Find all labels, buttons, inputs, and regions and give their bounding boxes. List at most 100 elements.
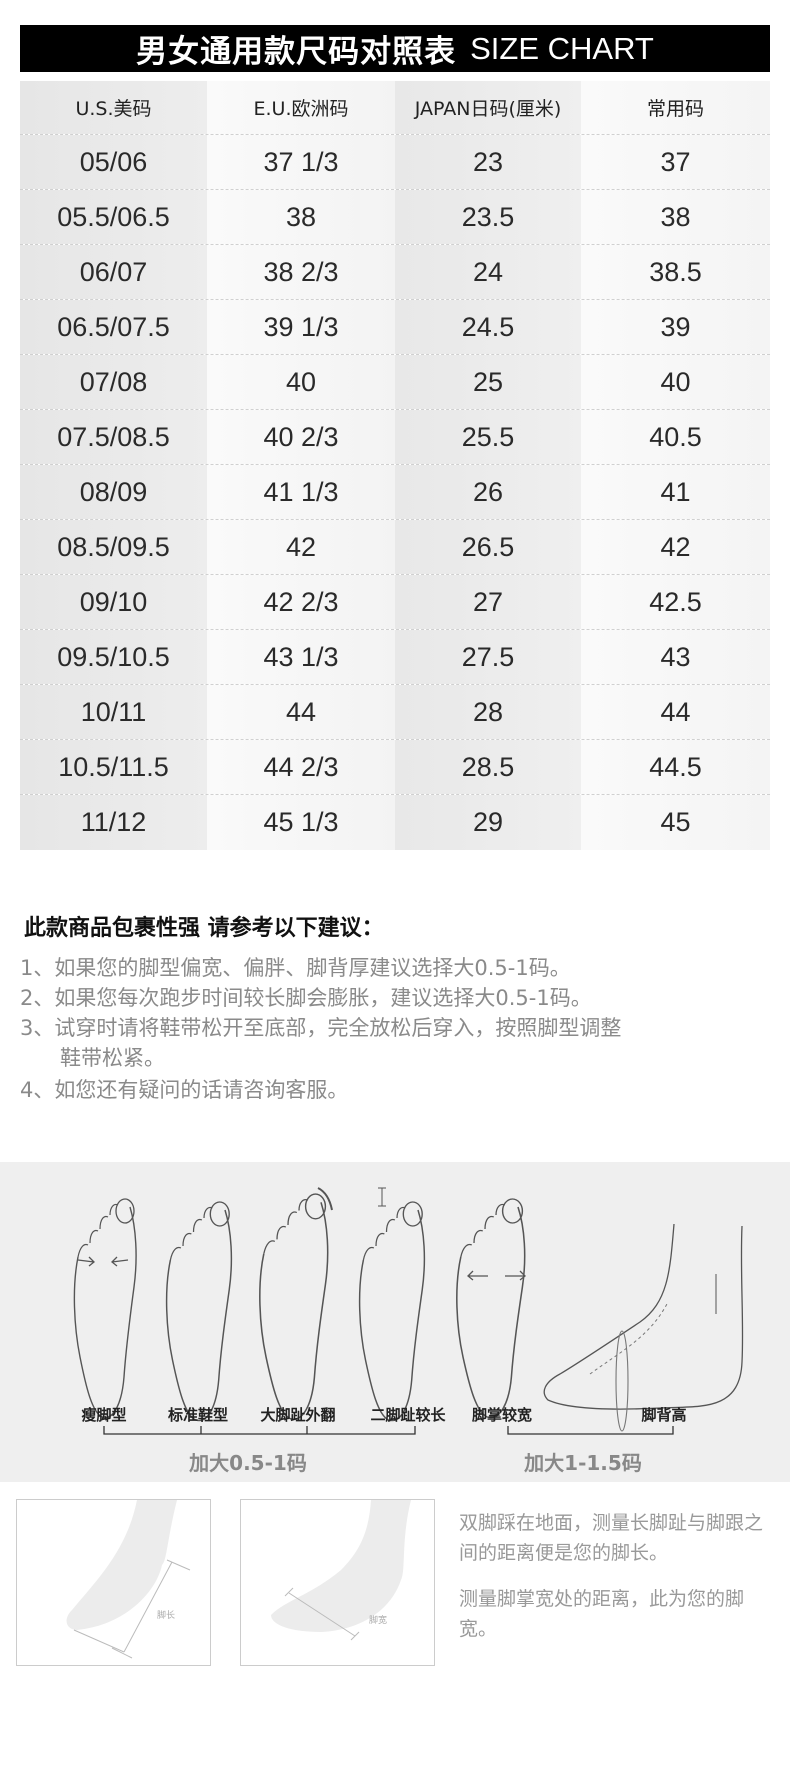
bracket-group-1 <box>103 1426 416 1435</box>
table-row: 09/10 42 2/3 27 42.5 <box>20 575 770 630</box>
foot-label-slim: 瘦脚型 <box>81 1406 127 1424</box>
us-size-cell: 05/06 <box>20 135 207 189</box>
foot-label-wide: 脚掌较宽 <box>471 1406 533 1424</box>
foot-icon-standard <box>165 1201 233 1422</box>
title-english: SIZE CHART <box>470 30 654 66</box>
eu-size-cell: 43 1/3 <box>207 630 395 684</box>
japan-size-cell: 27 <box>395 575 581 629</box>
foot-label-bunion: 大脚趾外翻 <box>260 1406 336 1424</box>
foot-width-illustration: 脚宽 <box>271 1500 411 1641</box>
header-japan: JAPAN日码(厘米) <box>395 81 581 134</box>
common-size-cell: 40 <box>581 355 770 409</box>
header-eu: E.U.欧洲码 <box>207 81 395 134</box>
us-size-cell: 07/08 <box>20 355 207 409</box>
japan-size-cell: 23 <box>395 135 581 189</box>
common-size-cell: 39 <box>581 300 770 354</box>
foot-types-illustration <box>73 1187 744 1435</box>
common-size-cell: 43 <box>581 630 770 684</box>
us-size-cell: 06.5/07.5 <box>20 300 207 354</box>
advice-item-2: 2、如果您每次跑步时间较长脚会膨胀，建议选择大0.5-1码。 <box>20 986 592 1010</box>
foot-label-high-instep: 脚背高 <box>641 1406 687 1424</box>
foot-icon-bunion <box>259 1187 333 1420</box>
title-chinese: 男女通用款尺码对照表 <box>136 34 457 70</box>
us-size-cell: 11/12 <box>20 795 207 850</box>
width-label: 脚宽 <box>369 1614 387 1626</box>
foot-icon-wide <box>456 1198 526 1419</box>
table-row: 09.5/10.5 43 1/3 27.5 43 <box>20 630 770 685</box>
eu-size-cell: 44 2/3 <box>207 740 395 794</box>
us-size-cell: 08.5/09.5 <box>20 520 207 574</box>
table-row: 07/08 40 25 40 <box>20 355 770 410</box>
japan-size-cell: 28.5 <box>395 740 581 794</box>
size-up-label-2: 加大1-1.5码 <box>524 1451 642 1475</box>
advice-item-1: 1、如果您的脚型偏宽、偏胖、脚背厚建议选择大0.5-1码。 <box>20 956 571 980</box>
us-size-cell: 10/11 <box>20 685 207 739</box>
eu-size-cell: 38 <box>207 190 395 244</box>
foot-types-section: 瘦脚型 标准鞋型 大脚趾外翻 二脚趾较长 脚掌较宽 脚背高 加大0.5-1码 加… <box>0 1162 790 1482</box>
japan-size-cell: 26 <box>395 465 581 519</box>
foot-icon-long-second-toe <box>358 1187 426 1422</box>
common-size-cell: 38.5 <box>581 245 770 299</box>
japan-size-cell: 23.5 <box>395 190 581 244</box>
eu-size-cell: 38 2/3 <box>207 245 395 299</box>
common-size-cell: 38 <box>581 190 770 244</box>
foot-icon-slim <box>73 1198 137 1419</box>
us-size-cell: 10.5/11.5 <box>20 740 207 794</box>
us-size-cell: 07.5/08.5 <box>20 410 207 464</box>
title-banner: 男女通用款尺码对照表 SIZE CHART <box>20 25 770 72</box>
table-row: 08.5/09.5 42 26.5 42 <box>20 520 770 575</box>
table-row: 11/12 45 1/3 29 45 <box>20 795 770 850</box>
eu-size-cell: 37 1/3 <box>207 135 395 189</box>
eu-size-cell: 45 1/3 <box>207 795 395 850</box>
table-row: 06/07 38 2/3 24 38.5 <box>20 245 770 300</box>
us-size-cell: 08/09 <box>20 465 207 519</box>
japan-size-cell: 26.5 <box>395 520 581 574</box>
eu-size-cell: 40 <box>207 355 395 409</box>
common-size-cell: 45 <box>581 795 770 850</box>
common-size-cell: 41 <box>581 465 770 519</box>
common-size-cell: 42.5 <box>581 575 770 629</box>
japan-size-cell: 25 <box>395 355 581 409</box>
eu-size-cell: 44 <box>207 685 395 739</box>
bracket-group-2 <box>507 1426 674 1435</box>
measure-width-text: 测量脚掌宽处的距离，此为您的脚宽。 <box>459 1588 745 1640</box>
japan-size-cell: 24 <box>395 245 581 299</box>
size-up-label-1: 加大0.5-1码 <box>189 1451 307 1475</box>
table-header: U.S.美码 E.U.欧洲码 JAPAN日码(厘米) 常用码 <box>20 81 770 135</box>
us-size-cell: 09.5/10.5 <box>20 630 207 684</box>
header-us: U.S.美码 <box>20 81 207 134</box>
foot-label-standard: 标准鞋型 <box>167 1406 229 1424</box>
eu-size-cell: 41 1/3 <box>207 465 395 519</box>
header-common: 常用码 <box>581 81 770 134</box>
common-size-cell: 40.5 <box>581 410 770 464</box>
japan-size-cell: 24.5 <box>395 300 581 354</box>
us-size-cell: 05.5/06.5 <box>20 190 207 244</box>
advice-item-3-cont: 鞋带松紧。 <box>60 1046 165 1070</box>
japan-size-cell: 29 <box>395 795 581 850</box>
foot-label-long-second-toe: 二脚趾较长 <box>370 1406 446 1424</box>
japan-size-cell: 25.5 <box>395 410 581 464</box>
us-size-cell: 09/10 <box>20 575 207 629</box>
table-row: 08/09 41 1/3 26 41 <box>20 465 770 520</box>
foot-icon-high-instep <box>543 1223 744 1432</box>
common-size-cell: 37 <box>581 135 770 189</box>
eu-size-cell: 40 2/3 <box>207 410 395 464</box>
japan-size-cell: 27.5 <box>395 630 581 684</box>
common-size-cell: 44 <box>581 685 770 739</box>
table-row: 06.5/07.5 39 1/3 24.5 39 <box>20 300 770 355</box>
table-row: 10.5/11.5 44 2/3 28.5 44.5 <box>20 740 770 795</box>
eu-size-cell: 39 1/3 <box>207 300 395 354</box>
measure-width-image: 脚宽 <box>240 1499 435 1666</box>
table-row: 07.5/08.5 40 2/3 25.5 40.5 <box>20 410 770 465</box>
size-chart-table: U.S.美码 E.U.欧洲码 JAPAN日码(厘米) 常用码 05/06 37 1… <box>20 81 770 850</box>
advice-title: 此款商品包裹性强 请参考以下建议： <box>24 916 384 941</box>
measure-length-image: 脚长 <box>16 1499 211 1666</box>
length-label: 脚长 <box>157 1609 175 1621</box>
table-row: 05.5/06.5 38 23.5 38 <box>20 190 770 245</box>
eu-size-cell: 42 2/3 <box>207 575 395 629</box>
japan-size-cell: 28 <box>395 685 581 739</box>
common-size-cell: 42 <box>581 520 770 574</box>
us-size-cell: 06/07 <box>20 245 207 299</box>
advice-item-4: 4、如您还有疑问的话请咨询客服。 <box>20 1078 349 1102</box>
advice-item-3: 3、试穿时请将鞋带松开至底部，完全放松后穿入，按照脚型调整 <box>20 1016 622 1040</box>
